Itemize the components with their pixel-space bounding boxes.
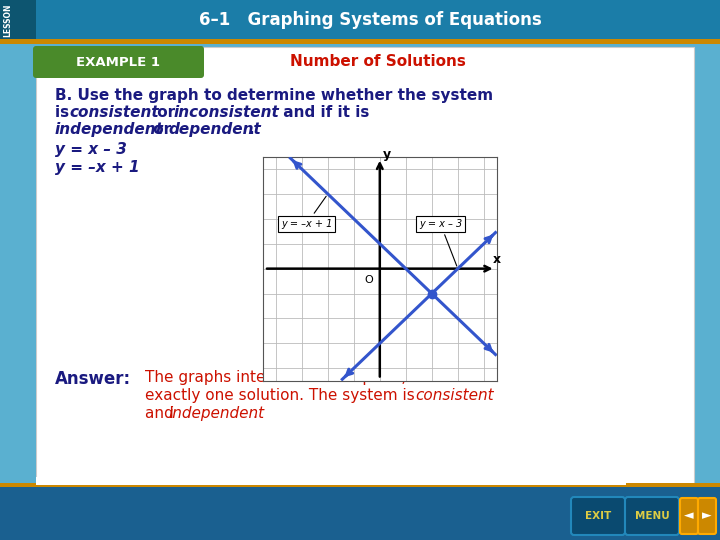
Text: dependent: dependent	[168, 122, 261, 137]
Text: and: and	[145, 406, 179, 421]
Text: y = –x + 1: y = –x + 1	[281, 196, 333, 229]
FancyBboxPatch shape	[680, 498, 698, 534]
Text: 6–1   Graphing Systems of Equations: 6–1 Graphing Systems of Equations	[199, 11, 541, 29]
FancyBboxPatch shape	[36, 47, 694, 485]
Text: consistent: consistent	[69, 105, 158, 120]
Text: ◄: ◄	[684, 510, 694, 523]
Text: y = x – 3: y = x – 3	[419, 219, 462, 266]
Text: The graphs intersect at one point, so there is: The graphs intersect at one point, so th…	[145, 370, 491, 385]
Text: consistent: consistent	[415, 388, 494, 403]
Text: independent: independent	[55, 122, 164, 137]
Text: EXIT: EXIT	[585, 511, 611, 521]
Text: MENU: MENU	[634, 511, 670, 521]
Text: LESSON: LESSON	[4, 3, 12, 37]
FancyBboxPatch shape	[0, 0, 720, 40]
Text: independent: independent	[168, 406, 264, 421]
FancyBboxPatch shape	[33, 46, 204, 78]
Text: ►: ►	[702, 510, 712, 523]
FancyBboxPatch shape	[698, 498, 716, 534]
FancyBboxPatch shape	[0, 484, 720, 540]
Text: or: or	[148, 122, 176, 137]
Text: y = x – 3: y = x – 3	[55, 142, 127, 157]
Text: .: .	[252, 406, 257, 421]
Text: or: or	[152, 105, 181, 120]
Text: O: O	[364, 275, 373, 285]
FancyBboxPatch shape	[0, 39, 720, 44]
FancyBboxPatch shape	[0, 47, 36, 485]
Text: .: .	[249, 122, 255, 137]
FancyBboxPatch shape	[36, 477, 626, 485]
Text: Number of Solutions: Number of Solutions	[290, 55, 466, 70]
FancyBboxPatch shape	[0, 0, 36, 40]
FancyBboxPatch shape	[625, 497, 679, 535]
FancyBboxPatch shape	[0, 483, 720, 487]
Text: y = –x + 1: y = –x + 1	[55, 160, 140, 175]
Text: and if it is: and if it is	[278, 105, 369, 120]
Text: inconsistent: inconsistent	[174, 105, 280, 120]
Text: EXAMPLE 1: EXAMPLE 1	[76, 56, 160, 69]
Text: x: x	[493, 253, 501, 266]
FancyBboxPatch shape	[571, 497, 625, 535]
Text: exactly one solution. The system is: exactly one solution. The system is	[145, 388, 420, 403]
Text: B. Use the graph to determine whether the system: B. Use the graph to determine whether th…	[55, 88, 493, 103]
Text: Answer:: Answer:	[55, 370, 131, 388]
Text: y: y	[383, 148, 391, 161]
Text: is: is	[55, 105, 74, 120]
